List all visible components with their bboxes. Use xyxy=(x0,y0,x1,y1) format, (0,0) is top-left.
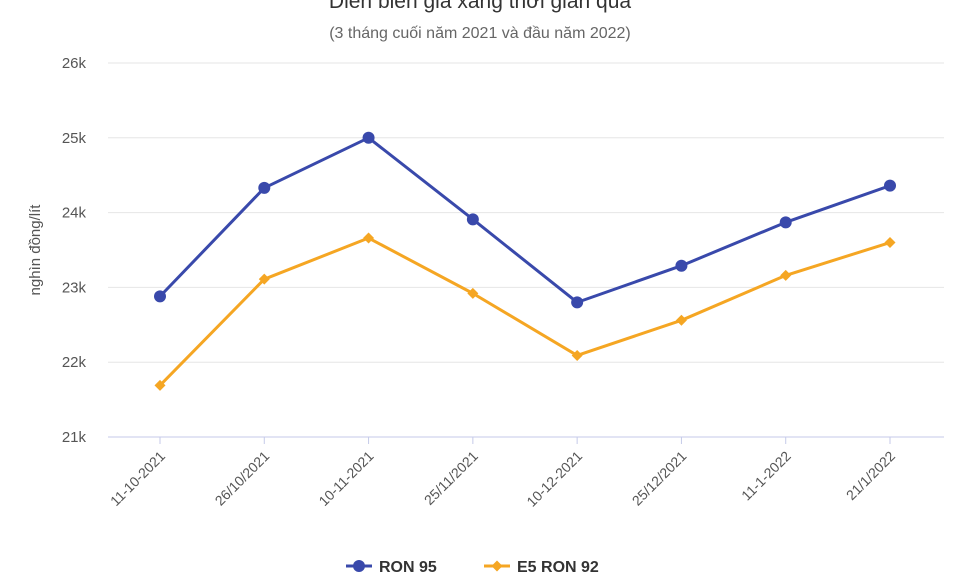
y-axis-label: nghìn đồng/lít xyxy=(27,204,44,296)
data-point-ron-95[interactable] xyxy=(779,216,792,229)
data-point-ron-95[interactable] xyxy=(466,213,479,226)
y-tick-label: 22k xyxy=(62,354,87,371)
data-point-e5-ron-92[interactable] xyxy=(154,379,166,391)
data-point-ron-95[interactable] xyxy=(362,131,375,144)
legend-marker xyxy=(353,560,365,572)
y-tick-label: 21k xyxy=(62,429,87,446)
data-point-ron-95[interactable] xyxy=(154,290,166,303)
data-point-ron-95[interactable] xyxy=(571,296,584,309)
data-point-e5-ron-92[interactable] xyxy=(675,314,687,326)
data-point-e5-ron-92[interactable] xyxy=(467,287,479,299)
y-axis-ticks: 21k 22k 23k 24k 25k 26k xyxy=(62,55,87,446)
data-point-ron-95[interactable] xyxy=(258,181,271,194)
legend-item-ron-95[interactable]: RON 95 xyxy=(346,559,437,576)
x-tick-label: 11-10-2021 xyxy=(107,448,168,509)
data-point-e5-ron-92[interactable] xyxy=(258,273,270,285)
data-point-ron-95[interactable] xyxy=(884,179,896,192)
chart-subtitle: (3 tháng cuối năm 2021 và đầu năm 2022) xyxy=(329,25,631,42)
x-tick-label: 25/11/2021 xyxy=(421,448,481,508)
legend-marker xyxy=(491,560,503,572)
legend-label: RON 95 xyxy=(379,559,437,576)
legend-item-e5-ron-92[interactable]: E5 RON 92 xyxy=(484,559,599,576)
y-tick-label: 26k xyxy=(62,55,87,72)
y-tick-label: 25k xyxy=(62,130,87,147)
x-tick-label: 10-12-2021 xyxy=(523,448,585,510)
data-point-e5-ron-92[interactable] xyxy=(363,232,375,244)
series-line-ron-95 xyxy=(158,136,891,304)
series-line-e5-ron-92 xyxy=(158,236,891,387)
x-tick-label: 21/1/2022 xyxy=(843,448,899,504)
data-point-ron-95[interactable] xyxy=(675,259,688,272)
legend-label: E5 RON 92 xyxy=(517,559,599,576)
chart-title: Diễn biến giá xăng thời gian qua xyxy=(329,0,631,13)
data-point-e5-ron-92[interactable] xyxy=(571,349,583,361)
x-tick-label: 25/12/2021 xyxy=(629,448,690,509)
x-tick-label: 10-11-2021 xyxy=(315,448,376,509)
x-axis-ticks: 11-10-2021 26/10/2021 10-11-2021 25/11/2021… xyxy=(107,437,898,510)
y-tick-label: 24k xyxy=(62,205,87,222)
data-point-e5-ron-92[interactable] xyxy=(884,237,896,249)
y-tick-label: 23k xyxy=(62,279,87,296)
grid-lines xyxy=(108,62,944,438)
series-group xyxy=(154,131,896,391)
data-point-e5-ron-92[interactable] xyxy=(780,269,792,281)
x-tick-label: 11-1-2022 xyxy=(738,448,794,504)
legend[interactable]: RON 95 E5 RON 92 xyxy=(346,559,599,576)
x-tick-label: 26/10/2021 xyxy=(212,448,273,509)
